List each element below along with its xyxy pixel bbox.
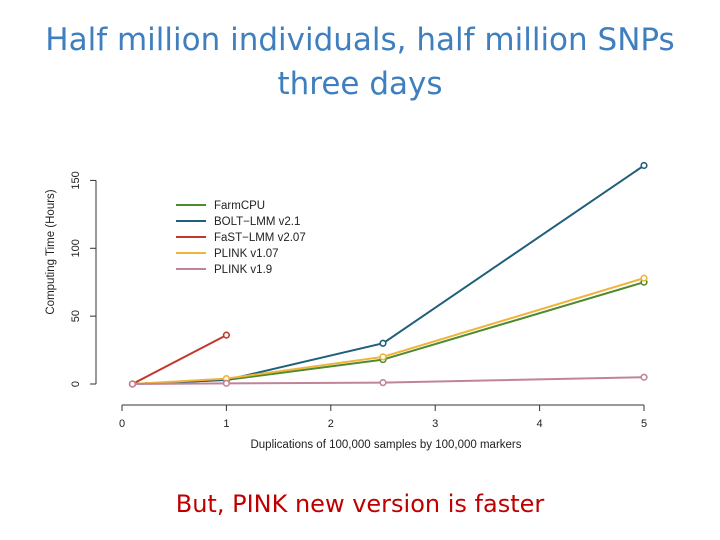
computing-time-chart: 0 1 2 3 4 5 Duplications of 100,000 samples by…	[45, 161, 648, 451]
slide-title-line-2: three days	[277, 66, 443, 102]
x-tick-label: 4	[537, 418, 543, 430]
series-line	[132, 281, 645, 385]
x-axis-label: Duplications of 100,000 samples by 100,0…	[250, 439, 521, 451]
legend-label: FarmCPU	[214, 200, 265, 212]
data-point	[640, 274, 648, 282]
data-point	[128, 380, 137, 388]
series-line	[132, 376, 645, 385]
x-tick-label: 1	[223, 418, 229, 430]
slide-title: Half million individuals, half million S…	[0, 18, 720, 106]
x-tick-label: 2	[328, 418, 334, 430]
legend-label: FaST−LMM v2.07	[214, 232, 306, 244]
x-tick-label: 3	[432, 418, 438, 430]
footnote: But, PINK new version is faster	[175, 490, 545, 518]
legend-label: BOLT−LMM v2.1	[214, 216, 300, 228]
data-point	[379, 353, 387, 361]
data-point	[379, 379, 387, 387]
series-line	[131, 334, 227, 385]
data-point	[222, 379, 230, 387]
y-axis-label: Computing Time (Hours)	[45, 189, 57, 314]
slide-title-line-1: Half million individuals, half million S…	[45, 22, 675, 58]
x-tick-label: 5	[641, 418, 647, 430]
data-point	[222, 331, 230, 339]
legend-label: PLINK v1.9	[214, 264, 272, 276]
data-point	[640, 373, 648, 381]
y-tick-label: 100	[70, 239, 82, 257]
series-line	[132, 164, 645, 385]
y-tick-label: 150	[70, 171, 82, 189]
y-tick-label: 50	[70, 310, 82, 322]
legend-label: PLINK v1.07	[214, 248, 279, 260]
y-tick-label: 0	[70, 381, 82, 387]
data-point	[640, 161, 648, 170]
data-point	[379, 339, 387, 347]
x-tick-label: 0	[119, 418, 125, 430]
series-line	[132, 277, 645, 385]
